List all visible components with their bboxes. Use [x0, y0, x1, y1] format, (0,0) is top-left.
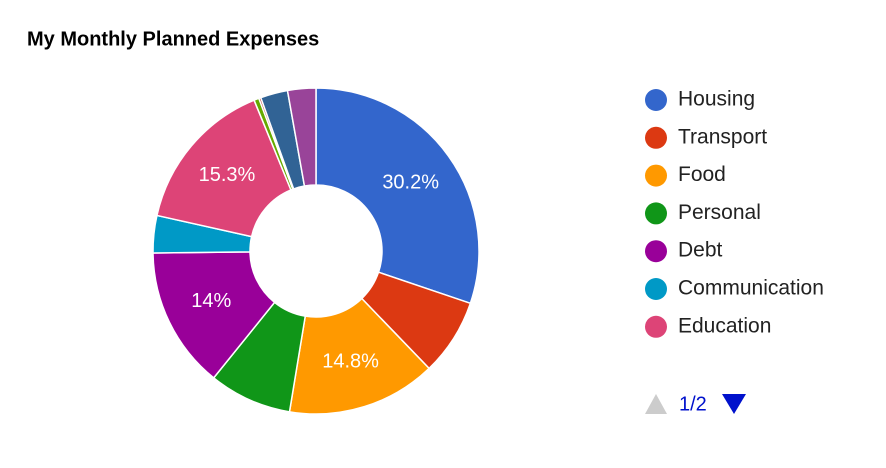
legend-label: Debt [678, 239, 723, 262]
legend-marker [645, 126, 667, 149]
slice [315, 87, 480, 305]
slice-label: 15.3% [199, 164, 256, 186]
slice-label: 30.2% [382, 171, 439, 193]
legend-marker [645, 202, 667, 225]
legend-label: Communication [678, 277, 824, 300]
slice [286, 87, 317, 187]
legend-marker [645, 164, 667, 187]
chart-title: My Monthly Planned Expenses [27, 28, 319, 50]
page-up-arrow [645, 394, 667, 414]
slice [156, 99, 292, 238]
legend-label: Transport [678, 125, 767, 148]
legend-marker [645, 278, 667, 300]
legend-label: Personal [678, 201, 761, 224]
legend-marker [645, 315, 667, 338]
legend-page: 1/2 [679, 393, 707, 415]
legend-marker [645, 89, 667, 111]
slice [152, 251, 276, 379]
page-down-arrow[interactable] [722, 394, 746, 414]
slice-label: 14% [191, 290, 231, 312]
legend-label: Food [678, 163, 726, 186]
slice-label: 14.8% [322, 351, 379, 373]
legend-marker [645, 240, 667, 263]
slice [288, 297, 431, 415]
legend-label: Education [678, 314, 771, 337]
legend-label: Housing [678, 88, 755, 111]
